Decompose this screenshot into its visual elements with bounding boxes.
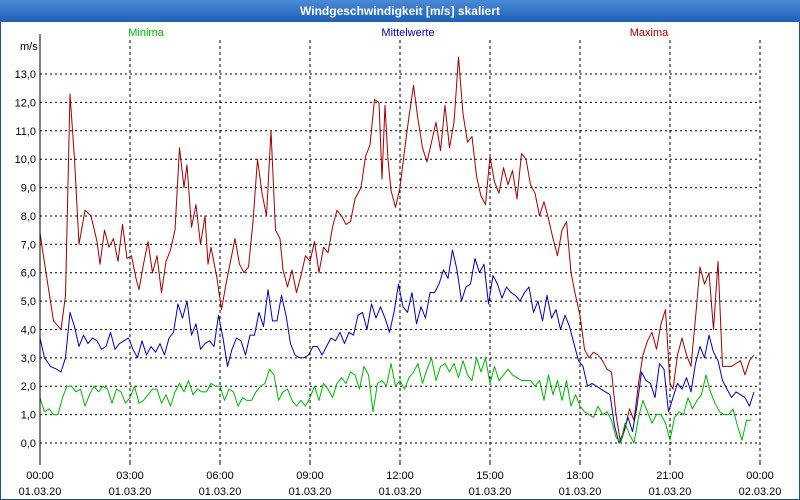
x-tick-date: 01.03.20 xyxy=(379,486,422,498)
x-tick-date: 01.03.20 xyxy=(199,486,242,498)
y-tick-label: 9,0 xyxy=(21,183,36,195)
x-tick-date: 01.03.20 xyxy=(559,486,602,498)
series-line-maxima xyxy=(39,56,755,444)
grid xyxy=(39,40,761,465)
x-tick-time: 00:00 xyxy=(26,470,54,482)
tick-labels: 0,0 1,0 2,0 3,0 4,0 5,0 6,0 7,0 8,0 9,0 10,0 11,0 12… xyxy=(15,69,782,498)
y-tick-label: 3,0 xyxy=(21,353,36,365)
x-tick-date: 01.03.20 xyxy=(109,486,152,498)
y-tick-label: 1,0 xyxy=(21,410,36,422)
y-tick-label: 7,0 xyxy=(21,239,36,251)
y-tick-label: 8,0 xyxy=(21,211,36,223)
legend-maxima: Maxima xyxy=(630,27,669,39)
x-tick-date: 01.03.20 xyxy=(289,486,332,498)
series-line-mittelwerte xyxy=(39,249,755,444)
y-tick-label: 10,0 xyxy=(15,154,36,166)
y-tick-label: 2,0 xyxy=(21,381,36,393)
series-lines xyxy=(39,56,755,444)
y-tick-label: 6,0 xyxy=(21,268,36,280)
y-tick-label: 11,0 xyxy=(15,126,36,138)
y-tick-label: 5,0 xyxy=(21,296,36,308)
legend-minima: Minima xyxy=(128,27,164,39)
x-tick-date: 02.03.20 xyxy=(739,486,782,498)
x-tick-time: 00:00 xyxy=(746,470,774,482)
y-tick-label: 4,0 xyxy=(21,324,36,336)
chart-title: Windgeschwindigkeit [m/s] skaliert xyxy=(0,0,800,22)
y-tick-label: 13,0 xyxy=(15,69,36,81)
x-tick-time: 06:00 xyxy=(206,470,234,482)
y-tick-label: 12,0 xyxy=(15,97,36,109)
y-tick-label: 0,0 xyxy=(21,438,36,450)
x-tick-date: 01.03.20 xyxy=(469,486,512,498)
x-tick-time: 09:00 xyxy=(296,470,324,482)
x-tick-time: 15:00 xyxy=(476,470,504,482)
legend-mittelwerte: Mittelwerte xyxy=(381,27,434,39)
x-tick-time: 03:00 xyxy=(116,470,144,482)
x-tick-date: 01.03.20 xyxy=(19,486,62,498)
x-tick-time: 12:00 xyxy=(386,470,414,482)
y-axis-label: m/s xyxy=(20,41,38,53)
series-line-minima xyxy=(39,357,751,444)
x-tick-time: 21:00 xyxy=(656,470,684,482)
x-tick-date: 01.03.20 xyxy=(649,486,692,498)
x-tick-time: 18:00 xyxy=(566,470,594,482)
